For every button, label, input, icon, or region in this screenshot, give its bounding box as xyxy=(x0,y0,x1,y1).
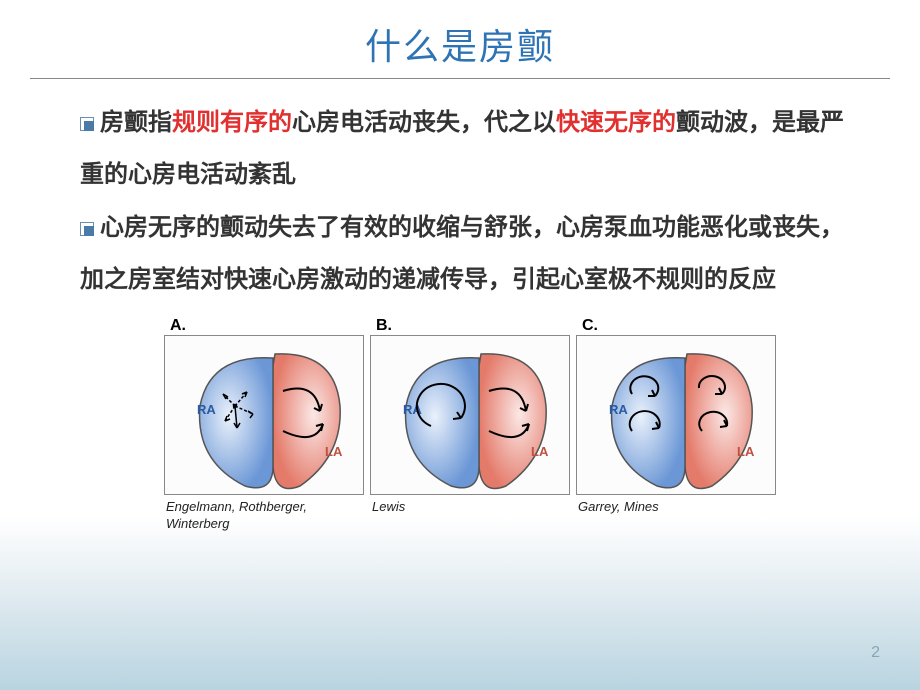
heart-diagram: RA LA xyxy=(165,336,365,496)
body-text: 心房电活动丧失，代之以 xyxy=(292,109,556,136)
bullet-icon xyxy=(80,222,92,234)
panel-caption: Lewis xyxy=(370,495,570,533)
content-area: 房颤指规则有序的心房电活动丧失，代之以快速无序的颤动波，是最严重的心房电活动紊乱… xyxy=(0,97,920,533)
svg-text:RA: RA xyxy=(197,402,216,417)
page-number: 2 xyxy=(871,644,880,662)
svg-text:LA: LA xyxy=(325,444,343,459)
panel-figure: RA LA xyxy=(370,335,570,495)
heart-diagram: RA LA xyxy=(577,336,777,496)
body-text: 心房无序的颤动失去了有效的收缩与舒张，心房泵血功能恶化或丧失，加之房室结对快速心… xyxy=(80,214,844,293)
highlight-text: 快速无序的 xyxy=(556,109,676,136)
diagram-panel: A. RA LA xyxy=(164,313,364,533)
slide-title: 什么是房颤 xyxy=(30,0,890,79)
heart-diagram: RA LA xyxy=(371,336,571,496)
panel-figure: RA LA xyxy=(164,335,364,495)
panel-caption: Engelmann, Rothberger, Winterberg xyxy=(164,495,364,533)
panel-letter: A. xyxy=(164,313,364,335)
panel-letter: B. xyxy=(370,313,570,335)
bullet-icon xyxy=(80,117,92,129)
svg-text:RA: RA xyxy=(609,402,628,417)
panel-figure: RA LA xyxy=(576,335,776,495)
svg-text:LA: LA xyxy=(737,444,755,459)
panel-letter: C. xyxy=(576,313,776,335)
figure-row: A. RA LA xyxy=(160,313,780,533)
panel-caption: Garrey, Mines xyxy=(576,495,776,533)
diagram-panel: C. RA LA Garrey, Mines xyxy=(576,313,776,533)
svg-text:LA: LA xyxy=(531,444,549,459)
bullet-item: 心房无序的颤动失去了有效的收缩与舒张，心房泵血功能恶化或丧失，加之房室结对快速心… xyxy=(80,202,860,305)
diagram-panel: B. RA LA Lewis xyxy=(370,313,570,533)
body-text: 房颤指 xyxy=(100,109,172,136)
bullet-item: 房颤指规则有序的心房电活动丧失，代之以快速无序的颤动波，是最严重的心房电活动紊乱 xyxy=(80,97,860,200)
highlight-text: 规则有序的 xyxy=(172,109,292,136)
